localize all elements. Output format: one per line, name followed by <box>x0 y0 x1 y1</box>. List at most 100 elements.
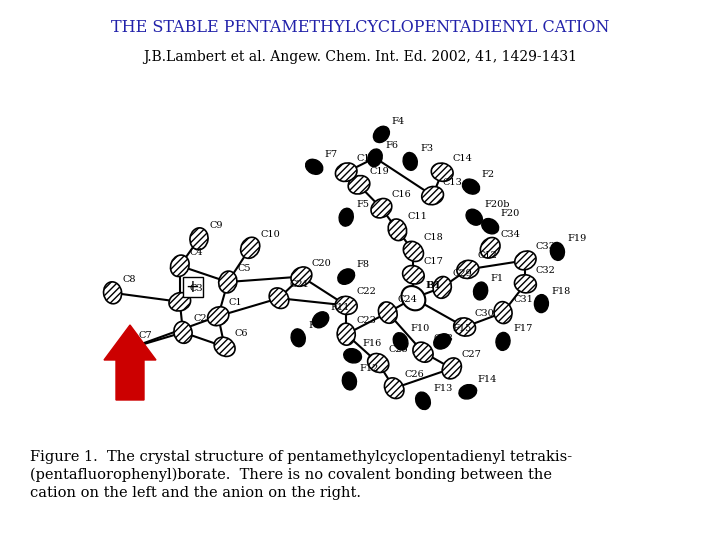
Text: F8: F8 <box>356 260 369 268</box>
Text: C14: C14 <box>452 154 472 163</box>
Ellipse shape <box>291 267 312 286</box>
Text: F7: F7 <box>324 150 338 159</box>
Ellipse shape <box>338 269 354 285</box>
Ellipse shape <box>413 342 433 362</box>
Ellipse shape <box>219 271 237 293</box>
Text: C15: C15 <box>356 154 376 163</box>
Ellipse shape <box>171 255 189 276</box>
Ellipse shape <box>384 378 404 399</box>
Ellipse shape <box>496 333 510 350</box>
Ellipse shape <box>174 321 192 343</box>
Text: C26: C26 <box>404 370 424 379</box>
Text: C27: C27 <box>462 350 482 360</box>
Text: C20: C20 <box>311 259 331 268</box>
Text: F15: F15 <box>452 325 472 333</box>
Ellipse shape <box>402 286 426 310</box>
Text: C13: C13 <box>443 178 462 187</box>
Ellipse shape <box>454 318 475 336</box>
Text: C33: C33 <box>536 242 555 252</box>
Text: cation on the left and the anion on the right.: cation on the left and the anion on the … <box>30 486 361 500</box>
Text: C25: C25 <box>388 345 408 354</box>
Text: +: + <box>186 278 199 296</box>
Text: C31: C31 <box>513 295 533 303</box>
Text: F20: F20 <box>500 209 519 218</box>
Text: THE STABLE PENTAMETHYLCYCLOPENTADIENYL CATION: THE STABLE PENTAMETHYLCYCLOPENTADIENYL C… <box>111 19 609 37</box>
Ellipse shape <box>305 159 323 174</box>
Text: C23: C23 <box>356 316 376 325</box>
Text: F13: F13 <box>433 384 452 393</box>
Ellipse shape <box>431 163 453 181</box>
Ellipse shape <box>462 179 480 194</box>
Text: F2: F2 <box>481 170 494 179</box>
Text: C30: C30 <box>474 309 495 318</box>
Ellipse shape <box>343 349 361 363</box>
Text: C9: C9 <box>209 221 222 230</box>
Ellipse shape <box>388 219 407 241</box>
Text: B1: B1 <box>426 281 441 290</box>
Text: F18: F18 <box>552 287 571 295</box>
Text: C24: C24 <box>397 295 418 303</box>
Text: C5: C5 <box>238 264 251 273</box>
Ellipse shape <box>214 337 235 356</box>
Text: F16: F16 <box>363 339 382 348</box>
Ellipse shape <box>240 237 260 258</box>
Ellipse shape <box>442 358 462 379</box>
Ellipse shape <box>207 307 229 326</box>
Ellipse shape <box>474 282 487 300</box>
Ellipse shape <box>402 266 424 284</box>
Text: C22: C22 <box>356 287 376 296</box>
Text: F19: F19 <box>567 234 587 244</box>
Text: C17: C17 <box>423 257 444 266</box>
Text: C2: C2 <box>193 314 207 323</box>
Ellipse shape <box>457 260 479 279</box>
Text: C29: C29 <box>452 269 472 279</box>
Ellipse shape <box>534 295 549 313</box>
Ellipse shape <box>403 241 423 261</box>
Ellipse shape <box>550 242 564 260</box>
Ellipse shape <box>433 276 451 298</box>
Text: C10: C10 <box>260 230 280 239</box>
Text: F14: F14 <box>478 375 498 384</box>
Ellipse shape <box>368 354 389 373</box>
Text: C11: C11 <box>408 212 427 221</box>
Text: F10: F10 <box>410 325 430 333</box>
FancyBboxPatch shape <box>183 276 202 296</box>
Text: C21: C21 <box>289 280 309 289</box>
Text: F6: F6 <box>385 141 398 150</box>
Ellipse shape <box>269 288 289 308</box>
Text: C1: C1 <box>228 298 242 307</box>
Text: Figure 1.  The crystal structure of pentamethylcyclopentadienyl tetrakis-: Figure 1. The crystal structure of penta… <box>30 450 572 464</box>
Ellipse shape <box>336 296 357 314</box>
Ellipse shape <box>339 208 354 226</box>
Text: (pentafluorophenyl)borate.  There is no covalent bonding between the: (pentafluorophenyl)borate. There is no c… <box>30 468 552 482</box>
Ellipse shape <box>342 372 356 390</box>
Text: C18: C18 <box>423 233 443 242</box>
Text: C28: C28 <box>433 334 453 343</box>
Ellipse shape <box>515 251 536 270</box>
Ellipse shape <box>422 186 444 205</box>
Ellipse shape <box>415 392 431 409</box>
Ellipse shape <box>368 149 382 166</box>
Text: C19: C19 <box>369 167 389 176</box>
Text: F17: F17 <box>513 325 532 333</box>
Text: C16: C16 <box>392 190 411 199</box>
Ellipse shape <box>104 282 122 304</box>
Text: C12: C12 <box>478 252 498 260</box>
Text: C8: C8 <box>122 275 136 284</box>
Text: F9: F9 <box>308 321 321 330</box>
Ellipse shape <box>515 275 536 293</box>
Text: C4: C4 <box>190 248 204 257</box>
Text: F3: F3 <box>420 144 433 153</box>
Ellipse shape <box>403 152 418 170</box>
Ellipse shape <box>337 323 355 345</box>
Ellipse shape <box>169 293 191 311</box>
Text: F12: F12 <box>359 364 379 373</box>
Ellipse shape <box>348 176 370 194</box>
Ellipse shape <box>312 312 329 328</box>
Ellipse shape <box>190 228 208 250</box>
Ellipse shape <box>379 302 397 323</box>
Text: J.B.Lambert et al. Angew. Chem. Int. Ed. 2002, 41, 1429-1431: J.B.Lambert et al. Angew. Chem. Int. Ed.… <box>143 50 577 64</box>
Ellipse shape <box>482 219 499 234</box>
Ellipse shape <box>466 209 482 225</box>
Text: F11: F11 <box>330 303 350 312</box>
